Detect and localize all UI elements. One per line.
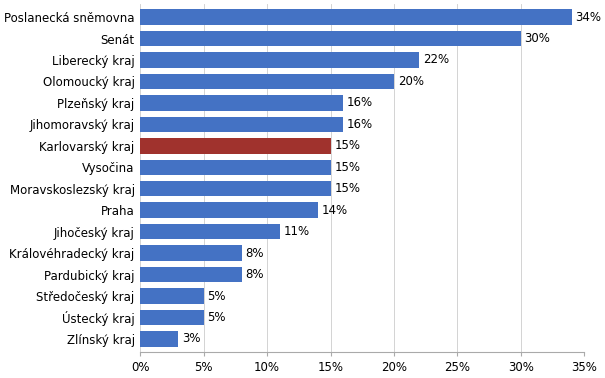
Text: 5%: 5% (208, 311, 226, 324)
Bar (140, 74, 394, 89)
Bar (140, 31, 521, 46)
Bar (140, 181, 330, 197)
Bar (140, 116, 343, 132)
Bar (140, 95, 343, 111)
Text: 20%: 20% (397, 75, 423, 88)
Bar (140, 224, 280, 239)
Text: 3%: 3% (182, 332, 201, 345)
Text: 16%: 16% (347, 118, 373, 131)
Text: 15%: 15% (335, 182, 361, 195)
Text: 14%: 14% (322, 204, 348, 217)
Bar (140, 245, 242, 261)
Text: 15%: 15% (335, 139, 361, 152)
Text: 5%: 5% (208, 290, 226, 302)
Text: 22%: 22% (423, 53, 450, 67)
Bar (140, 52, 419, 68)
Text: 15%: 15% (335, 161, 361, 174)
Bar (140, 203, 318, 218)
Bar (140, 310, 204, 325)
Bar (140, 331, 178, 347)
Text: 8%: 8% (246, 246, 264, 260)
Bar (140, 160, 330, 175)
Bar (140, 138, 330, 153)
Bar (140, 267, 242, 282)
Text: 16%: 16% (347, 96, 373, 109)
Text: 34%: 34% (575, 11, 601, 23)
Text: 11%: 11% (284, 225, 310, 238)
Bar (140, 288, 204, 304)
Text: 30%: 30% (525, 32, 551, 45)
Text: 8%: 8% (246, 268, 264, 281)
Bar (140, 9, 572, 25)
